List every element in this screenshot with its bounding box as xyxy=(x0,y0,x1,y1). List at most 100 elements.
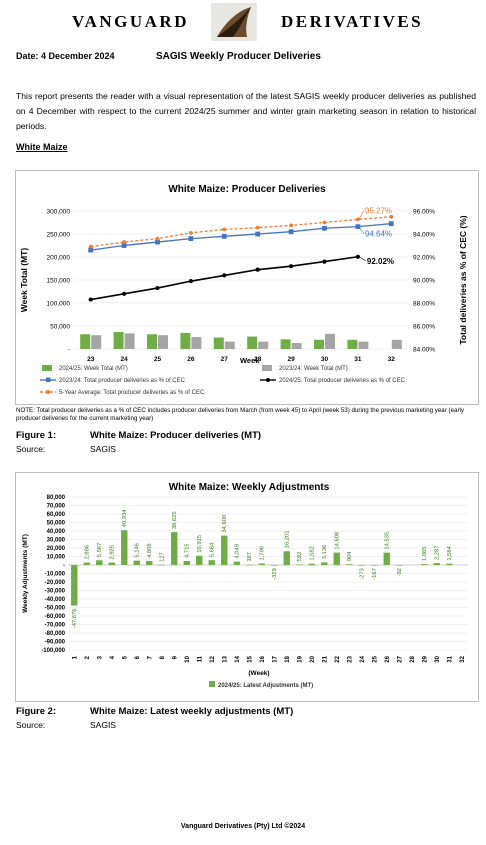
chart2-xlabel: (Week) xyxy=(248,670,269,677)
chart2-xtick-label: 5 xyxy=(122,655,128,659)
chart2-data-label: 5,146 xyxy=(135,543,141,558)
chart1-bar xyxy=(213,337,224,349)
chart1-annotation: 92.02% xyxy=(367,257,394,266)
chart1-point xyxy=(189,230,193,235)
chart1-point xyxy=(388,221,394,227)
chart1-point xyxy=(155,239,160,245)
chart2-xtick-label: 9 xyxy=(172,655,178,659)
chart2-data-label: 4,715 xyxy=(185,543,191,558)
chart2-bar xyxy=(108,562,115,565)
chart1-bar xyxy=(191,337,202,349)
chart1-legend-marker xyxy=(266,378,270,382)
chart2-bar xyxy=(246,564,253,566)
chart2-data-label: 38,625 xyxy=(172,511,178,529)
chart1-point xyxy=(122,240,126,244)
chart2-bar xyxy=(258,563,265,565)
chart2-ytick-label: -90,000 xyxy=(45,640,66,646)
chart1-line xyxy=(90,223,392,251)
figure2-label: Figure 2: xyxy=(16,706,57,717)
chart2-ytick-label: -40,000 xyxy=(45,597,66,603)
chart1-xtick-label: 29 xyxy=(287,356,295,363)
chart1-y2tick-label: 94.00% xyxy=(413,232,435,239)
chart2-xtick-label: 21 xyxy=(322,655,328,662)
chart2-ytick-label: 10,000 xyxy=(47,555,66,561)
chart1-point xyxy=(222,227,227,232)
chart2-ytick-label: -20,000 xyxy=(45,580,66,586)
chart2-data-label: 40,934 xyxy=(122,509,128,528)
chart2-data-label: 5,567 xyxy=(97,543,103,558)
chart2-xtick-label: 27 xyxy=(397,655,403,662)
chart2-ytick-label: -30,000 xyxy=(45,589,66,595)
chart1-xtick-label: 31 xyxy=(354,356,362,363)
chart1-bar xyxy=(347,339,358,349)
report-header: VANGUARD DERIVATIVES xyxy=(0,0,486,44)
brand-name-right: DERIVATIVES xyxy=(281,12,424,31)
chart1-bar xyxy=(80,334,91,349)
chart2-ylabel: Weekly Adjustments (MT) xyxy=(22,534,29,613)
chart2-bar xyxy=(171,532,178,565)
chart2-xtick-label: 6 xyxy=(135,655,141,659)
chart2-xtick-label: 10 xyxy=(185,655,191,662)
chart2-bar xyxy=(421,564,428,565)
chart1-xtick-label: 32 xyxy=(388,356,396,363)
chart1-point xyxy=(155,236,160,241)
chart2-bar xyxy=(396,565,403,566)
chart1-y2tick-label: 86.00% xyxy=(413,324,435,331)
chart2-xtick-label: 28 xyxy=(410,655,416,662)
chart1-legend-marker xyxy=(46,377,51,382)
figure2-source-label: Source: xyxy=(16,720,46,730)
chart2-xtick-label: 25 xyxy=(372,655,378,662)
chart1-ytick-label: 250,000 xyxy=(47,232,71,239)
chart2-data-label: 387 xyxy=(247,552,253,562)
chart2-ytick-label: -10,000 xyxy=(45,572,66,578)
chart2-bar xyxy=(221,535,228,565)
chart2-xtick-label: 13 xyxy=(222,655,228,662)
chart1-bar xyxy=(91,335,102,349)
chart2-bar xyxy=(346,564,353,565)
chart1-annotation-leader xyxy=(358,256,367,262)
chart2-ytick-label: 20,000 xyxy=(47,546,66,552)
figure2-source-value: SAGIS xyxy=(90,720,116,730)
chart2-xtick-label: 16 xyxy=(260,655,266,662)
chart1-ytick-label: 300,000 xyxy=(47,209,71,216)
chart2-data-label: 4,808 xyxy=(147,543,153,558)
chart2-data-label: 34,600 xyxy=(222,515,228,533)
chart2-data-label: 16,201 xyxy=(285,530,291,548)
chart1-point xyxy=(188,236,194,241)
chart2-bar xyxy=(208,560,215,565)
vanguard-logo xyxy=(211,3,257,41)
chart2-ytick-label: 40,000 xyxy=(47,529,66,535)
chart2-bar xyxy=(96,560,103,565)
chart1-point xyxy=(322,225,327,231)
chart2-bar xyxy=(283,551,290,565)
chart2-bar xyxy=(321,562,328,565)
chart1-legend-label: 2024/25: Week Total (MT) xyxy=(59,366,128,372)
chart1-bar xyxy=(113,331,124,349)
report-date: Date: 4 December 2024 xyxy=(16,51,115,61)
chart2-bar xyxy=(358,565,365,566)
chart2-xtick-label: 12 xyxy=(210,655,216,662)
report-footer: Vanguard Derivatives (Pty) Ltd ©2024 xyxy=(180,823,306,830)
figure2-text: White Maize: Latest weekly adjustments (… xyxy=(90,706,294,717)
chart2-ytick-label: 70,000 xyxy=(47,504,66,510)
chart-weekly-adjustments: White Maize: Weekly Adjustments 80,000 70,… xyxy=(15,472,479,702)
chart2-data-label: 904 xyxy=(347,551,353,561)
chart2-data-label: 4,049 xyxy=(235,544,241,559)
chart2-bar xyxy=(383,552,390,565)
chart2-data-label: 127 xyxy=(160,552,166,562)
chart1-bar xyxy=(280,339,291,349)
chart2-xtick-label: 1 xyxy=(72,655,78,659)
chart1-bar xyxy=(258,341,269,349)
chart1-ytick-label: 150,000 xyxy=(47,278,71,285)
weekly-adjustments-svg: White Maize: Weekly Adjustments 80,000 70,… xyxy=(22,482,468,689)
chart1-xtick-label: 27 xyxy=(221,356,229,363)
chart2-data-label: -273 xyxy=(360,568,366,580)
chart1-bar xyxy=(325,333,335,349)
chart1-point xyxy=(222,273,227,278)
chart1-y2tick-label: 96.00% xyxy=(413,209,435,216)
chart2-bar xyxy=(308,563,315,565)
chart2-xtick-label: 24 xyxy=(360,655,366,662)
chart2-xtick-label: 31 xyxy=(447,655,453,662)
chart1-bar xyxy=(180,332,191,349)
chart1-line xyxy=(90,216,392,248)
